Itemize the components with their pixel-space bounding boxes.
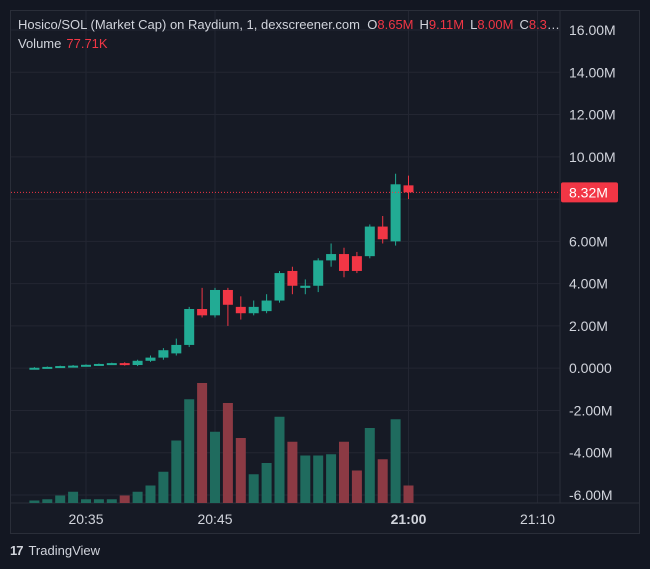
volume-bar [29,500,40,503]
x-tick-label: 20:45 [197,511,232,527]
candle-body [184,309,195,345]
volume-bar [145,485,156,503]
last-price-badge [561,182,618,203]
ohlc-value-l: 8.00M [477,17,514,32]
ohlc-value-o: 8.65M [377,17,414,32]
candle-body [248,306,259,314]
candle-body [313,260,324,286]
volume-bar [93,499,104,503]
x-tick-label: 20:35 [68,511,103,527]
x-tick-label: 21:10 [520,511,555,527]
volume-bar [403,485,414,503]
candle-body [93,363,104,366]
candle-body [42,366,53,369]
y-tick-label: 10.00M [569,149,616,165]
y-tick-label: 0.0000 [569,360,612,376]
tradingview-brand[interactable]: 17 TradingView [10,543,100,558]
candle-body [403,185,414,193]
candle-body [390,184,401,242]
symbol-title: Hosico/SOL (Market Cap) on Raydium, 1, d… [18,17,360,32]
volume-bar [210,431,220,503]
y-tick-label: 12.00M [569,107,616,123]
volume-bar [184,399,195,503]
ohlc-value-c: 8.32M... [528,17,560,32]
x-tick-label: 21:00 [391,511,427,527]
candle-body [339,254,349,271]
volume-legend: Volume 77.71K [18,36,108,51]
volume-bar [158,471,169,503]
candle-body [119,363,130,366]
candle-body [171,344,182,354]
volume-bar [132,491,143,503]
candle-body [106,363,117,366]
ohlc-values: O8.65MH9.11ML8.00MC8.32M... [364,17,560,32]
chart-frame [10,10,640,534]
volume-bar [326,454,337,503]
y-tick-label: -4.00M [569,445,613,461]
volume-bar [55,495,66,503]
y-tick-label: 2.00M [569,318,608,334]
volume-bar [171,440,182,503]
candle-body [261,300,272,312]
candle-body [274,273,285,301]
volume-bar [261,463,272,503]
brand-name: TradingView [28,543,101,558]
candle-body [364,226,375,257]
last-price-label: 8.32M [569,184,608,200]
candle-body [300,285,311,288]
volume-bar [313,455,324,503]
y-tick-label: -6.00M [569,487,613,503]
volume-bar [42,499,53,503]
candle-body [132,360,143,366]
volume-bar [235,438,246,503]
volume-bar [377,459,388,503]
y-tick-label: -2.00M [569,402,613,418]
ohlc-value-h: 9.11M [428,17,465,32]
volume-bar [351,470,362,503]
y-tick-label: 16.00M [569,22,616,38]
ohlc-key-h: H [419,17,429,32]
y-tick-label: 4.00M [569,276,608,292]
chart-legend: Hosico/SOL (Market Cap) on Raydium, 1, d… [18,17,560,32]
candle-body [235,306,246,314]
candle-body [210,289,220,316]
y-tick-label: 14.00M [569,64,616,80]
ohlc-key-c: C [519,17,529,32]
volume-bar [390,419,401,503]
candle-body [29,367,40,370]
candle-body [222,289,233,305]
candle-body [326,254,337,261]
volume-bar [106,499,117,503]
candle-body [55,366,66,369]
candle-body [145,357,156,361]
tradingview-logo-icon: 17 [10,543,24,558]
volume-bar [197,383,208,503]
candle-body [377,226,388,240]
volume-bar [222,403,233,503]
candle-body [68,365,79,368]
volume-bar [81,499,91,503]
volume-bar [339,441,349,503]
candle-body [158,350,169,358]
candle-body [287,270,298,286]
volume-bar [300,455,311,503]
volume-bar [248,474,259,503]
candle-body [351,256,362,271]
ohlc-key-o: O [367,17,378,32]
volume-label: Volume [18,36,62,51]
volume-value: 77.71K [66,36,108,51]
volume-bar [274,416,285,503]
candle-body [81,364,91,367]
volume-bar [287,441,298,503]
y-tick-label: 6.00M [569,233,608,249]
volume-bar [68,491,79,503]
volume-bar [364,428,375,503]
candle-body [197,309,208,316]
volume-bar [119,495,130,503]
